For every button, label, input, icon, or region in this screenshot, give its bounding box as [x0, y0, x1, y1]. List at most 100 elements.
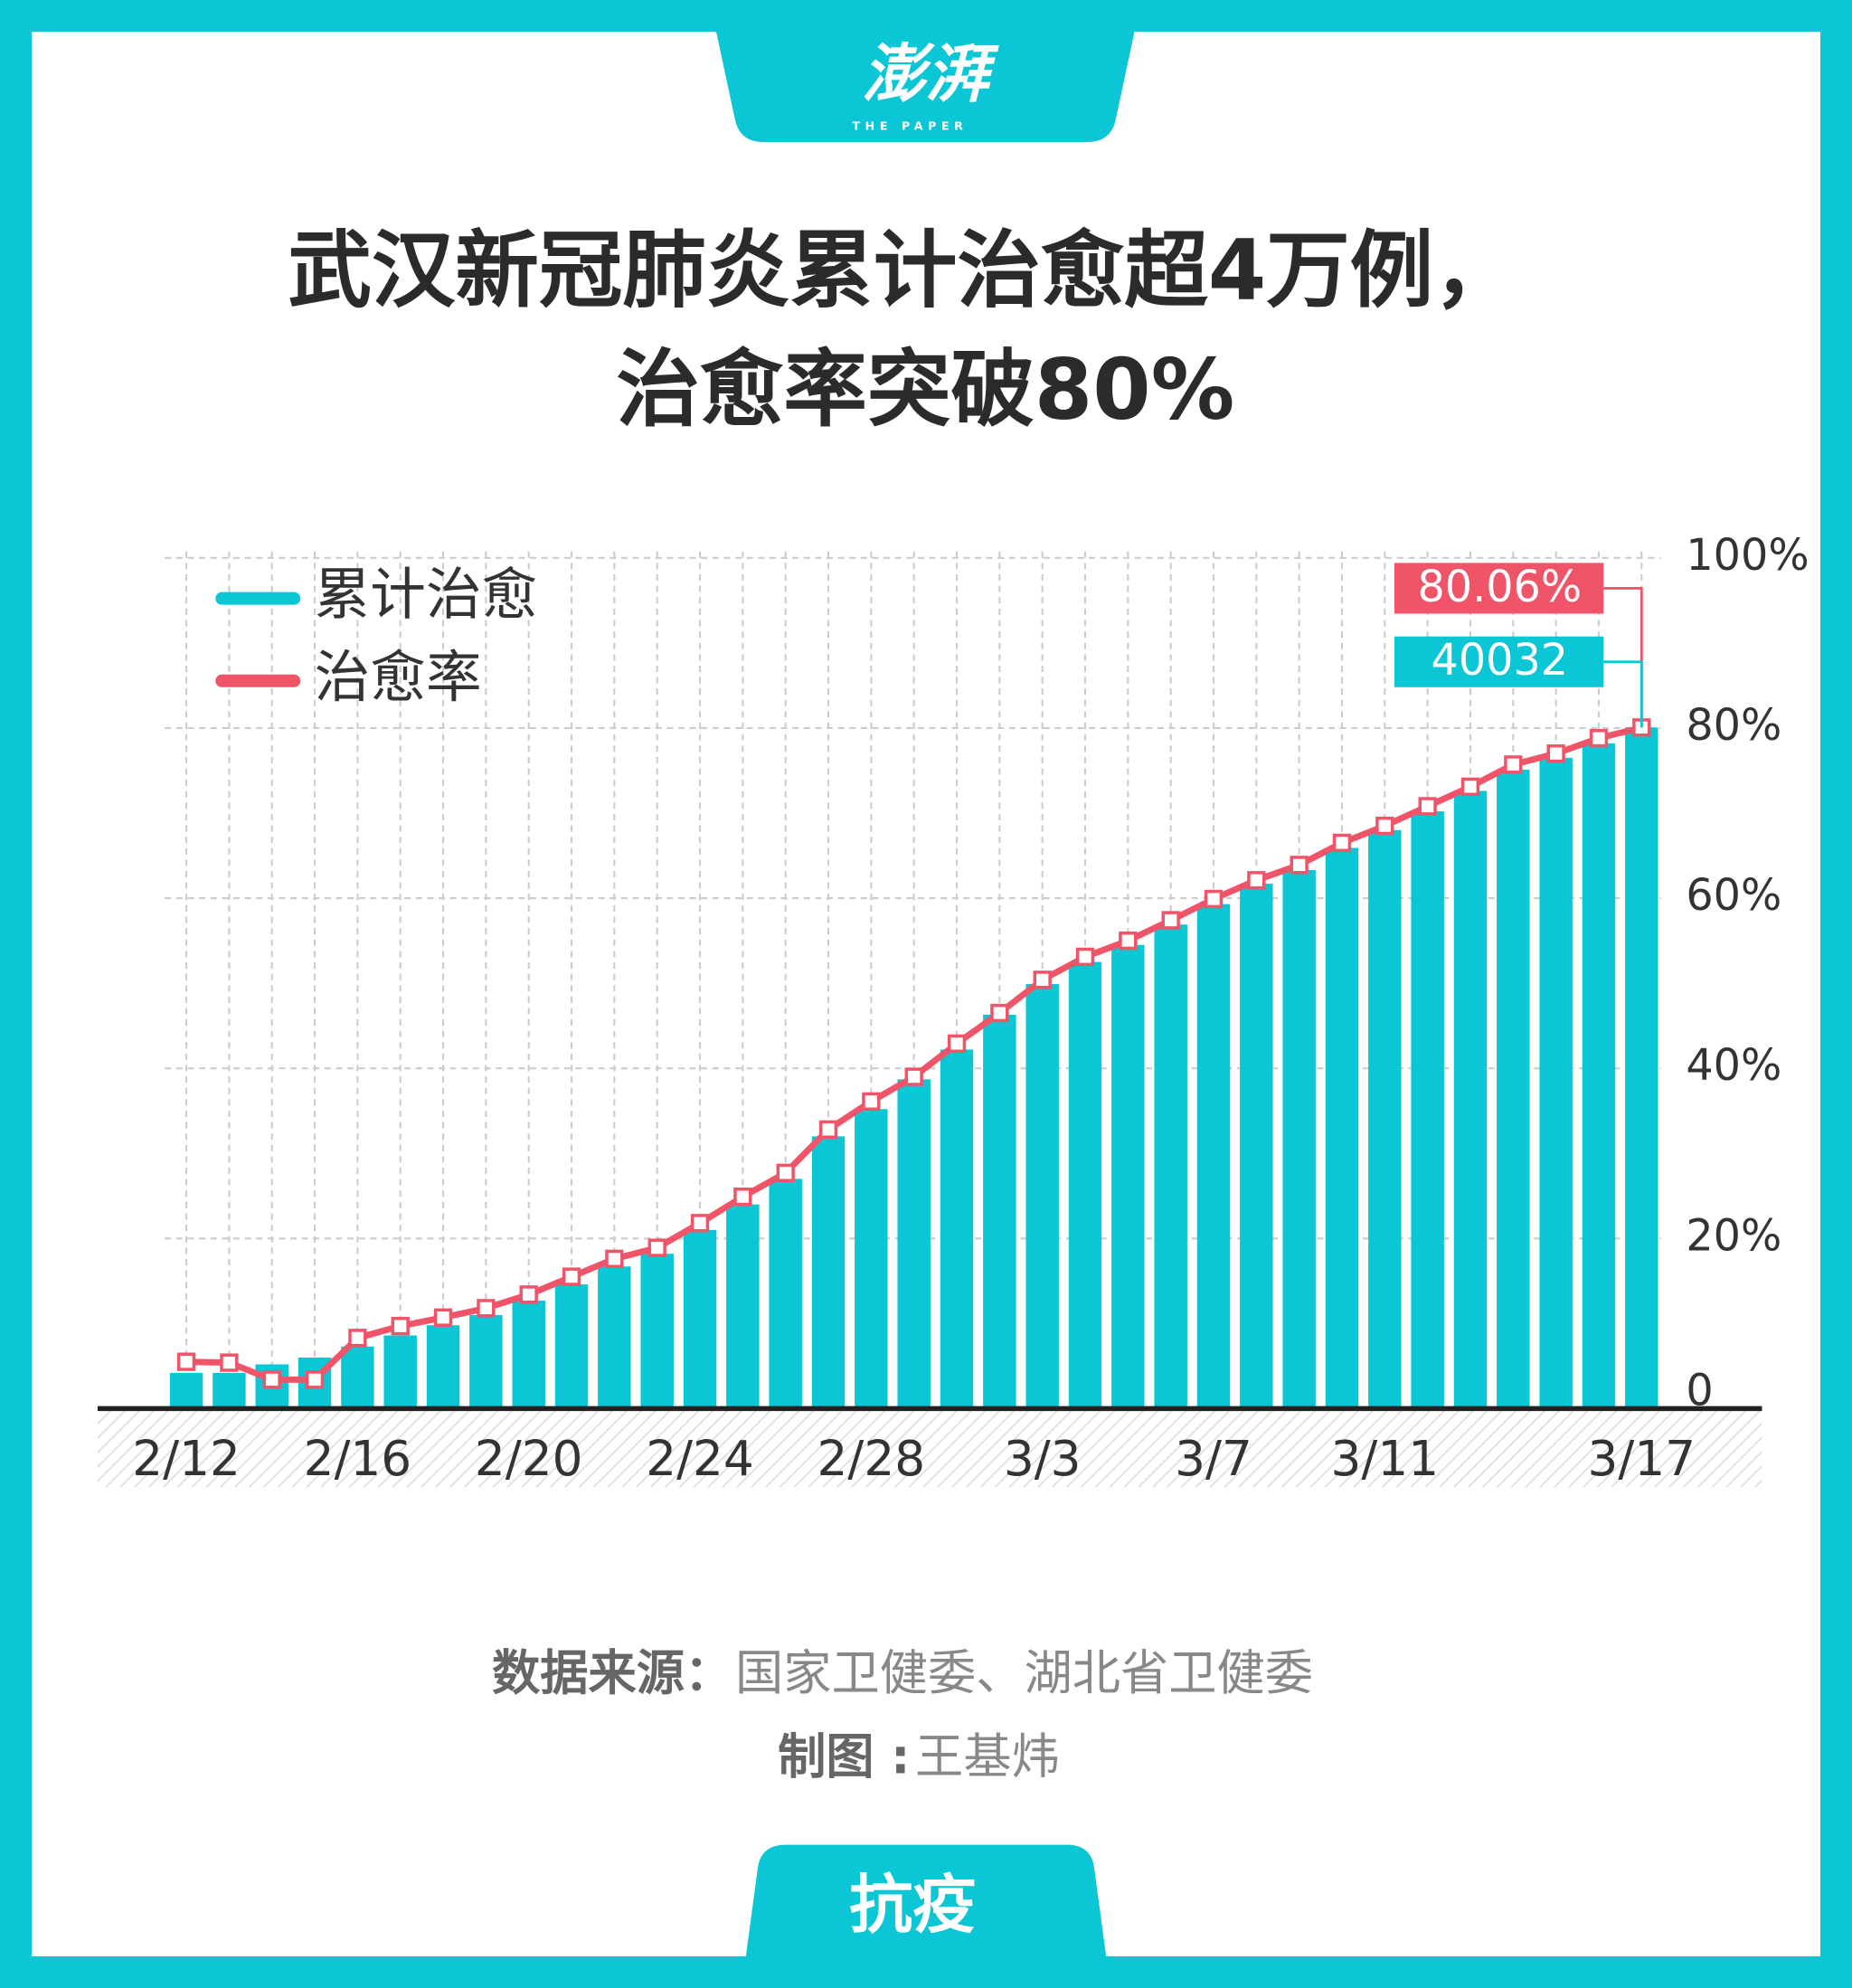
bar: [512, 1300, 545, 1409]
marker: [1161, 911, 1180, 930]
marker: [1546, 743, 1565, 763]
marker: [605, 1249, 624, 1269]
bar: [383, 1335, 417, 1409]
plot: 020%40%60%80%100%2/12 2/16 2/20 2/24 2/28 3/3…: [97, 531, 1809, 1487]
bar: [1282, 869, 1316, 1409]
tag: 抗疫: [849, 1868, 976, 1942]
source: 国家卫健委、湖北省卫健委: [735, 1645, 1313, 1701]
marker: [1247, 871, 1266, 890]
marker: [262, 1370, 281, 1389]
marker: [348, 1329, 367, 1348]
bar: [1196, 904, 1231, 1409]
marker: [433, 1308, 453, 1327]
marker: [1204, 889, 1224, 909]
marker: [990, 1003, 1009, 1023]
marker: [1075, 947, 1095, 967]
bar: [469, 1314, 503, 1409]
bar: [554, 1284, 589, 1409]
marker: [391, 1316, 410, 1336]
x-tick-label: 3/7: [1175, 1431, 1252, 1487]
annotation-label: 80.06%: [1417, 563, 1582, 612]
bar: [726, 1204, 760, 1409]
legend-label: 累计治愈: [315, 563, 538, 628]
marker: [904, 1067, 923, 1086]
credit-label: 制图 :: [778, 1728, 910, 1784]
marker: [1375, 816, 1394, 836]
legend-label: 治愈率: [315, 645, 482, 710]
bar: [1111, 944, 1145, 1409]
y2-tick-label: 40%: [1686, 1041, 1781, 1091]
top-tab: [716, 32, 1135, 143]
bar: [1453, 790, 1488, 1409]
source-label: 数据来源：: [492, 1645, 732, 1701]
marker: [519, 1285, 538, 1304]
logo: 澎湃: [862, 37, 999, 111]
marker: [305, 1370, 325, 1389]
chart-title: 武汉新冠肺炎累计治愈超4万例，: [288, 222, 1517, 319]
bar: [1411, 811, 1444, 1409]
bar: [897, 1079, 931, 1409]
bar: [1497, 769, 1530, 1409]
bar: [640, 1254, 674, 1409]
bar: [1068, 961, 1102, 1409]
x-tick-label: 2/16: [304, 1431, 412, 1487]
leader-line: [1603, 660, 1643, 728]
chart-title: 治愈率突破80%: [616, 341, 1234, 439]
x-tick-label: 3/17: [1588, 1431, 1696, 1487]
bar: [940, 1049, 974, 1409]
bar: [598, 1266, 631, 1409]
marker: [1290, 856, 1309, 875]
x-tick-label: 3/11: [1331, 1431, 1440, 1487]
marker: [733, 1188, 752, 1207]
bar: [811, 1136, 846, 1409]
marker: [947, 1034, 967, 1054]
axis-band: [97, 1411, 1762, 1488]
marker: [1460, 777, 1480, 796]
bar: [1625, 727, 1658, 1409]
marker: [1589, 729, 1609, 748]
x-tick-label: 2/20: [475, 1431, 583, 1487]
bar: [1325, 847, 1359, 1409]
bar: [341, 1346, 374, 1409]
bar: [1368, 829, 1402, 1409]
bar: [769, 1179, 802, 1409]
y2-tick-label: 100%: [1686, 531, 1809, 581]
annotation-box: [1394, 563, 1604, 614]
bottom-tab: [742, 1844, 1110, 1988]
bar: [855, 1109, 888, 1409]
bar: [1154, 924, 1187, 1409]
bar: [1582, 743, 1616, 1409]
marker: [477, 1299, 496, 1318]
marker: [1033, 970, 1052, 989]
bar: [169, 1372, 203, 1409]
bar: [983, 1014, 1016, 1409]
bar: [213, 1372, 246, 1409]
x-tick-label: 3/3: [1004, 1431, 1082, 1487]
bar: [1240, 884, 1273, 1409]
bar: [683, 1229, 717, 1409]
x-tick-label: 2/28: [817, 1431, 926, 1487]
bar: [1025, 984, 1059, 1409]
credit: 王基炜: [915, 1728, 1060, 1784]
marker: [220, 1353, 239, 1372]
y2-tick-label: 60%: [1686, 871, 1781, 921]
marker: [562, 1267, 581, 1286]
x-tick-label: 2/24: [646, 1431, 754, 1487]
annotation-box: [1394, 636, 1604, 687]
x-tick-label: 2/12: [132, 1431, 241, 1487]
marker: [1504, 755, 1523, 774]
marker: [1418, 797, 1437, 816]
y2-tick-label: 80%: [1686, 701, 1781, 751]
marker: [818, 1120, 838, 1140]
y2-tick-label: 20%: [1686, 1211, 1781, 1261]
marker: [862, 1092, 881, 1111]
annotation-label: 40032: [1432, 636, 1569, 686]
marker: [647, 1238, 666, 1257]
marker: [1119, 931, 1138, 951]
bar: [426, 1325, 460, 1409]
marker: [176, 1352, 196, 1371]
marker: [690, 1214, 710, 1233]
marker: [1332, 833, 1352, 853]
